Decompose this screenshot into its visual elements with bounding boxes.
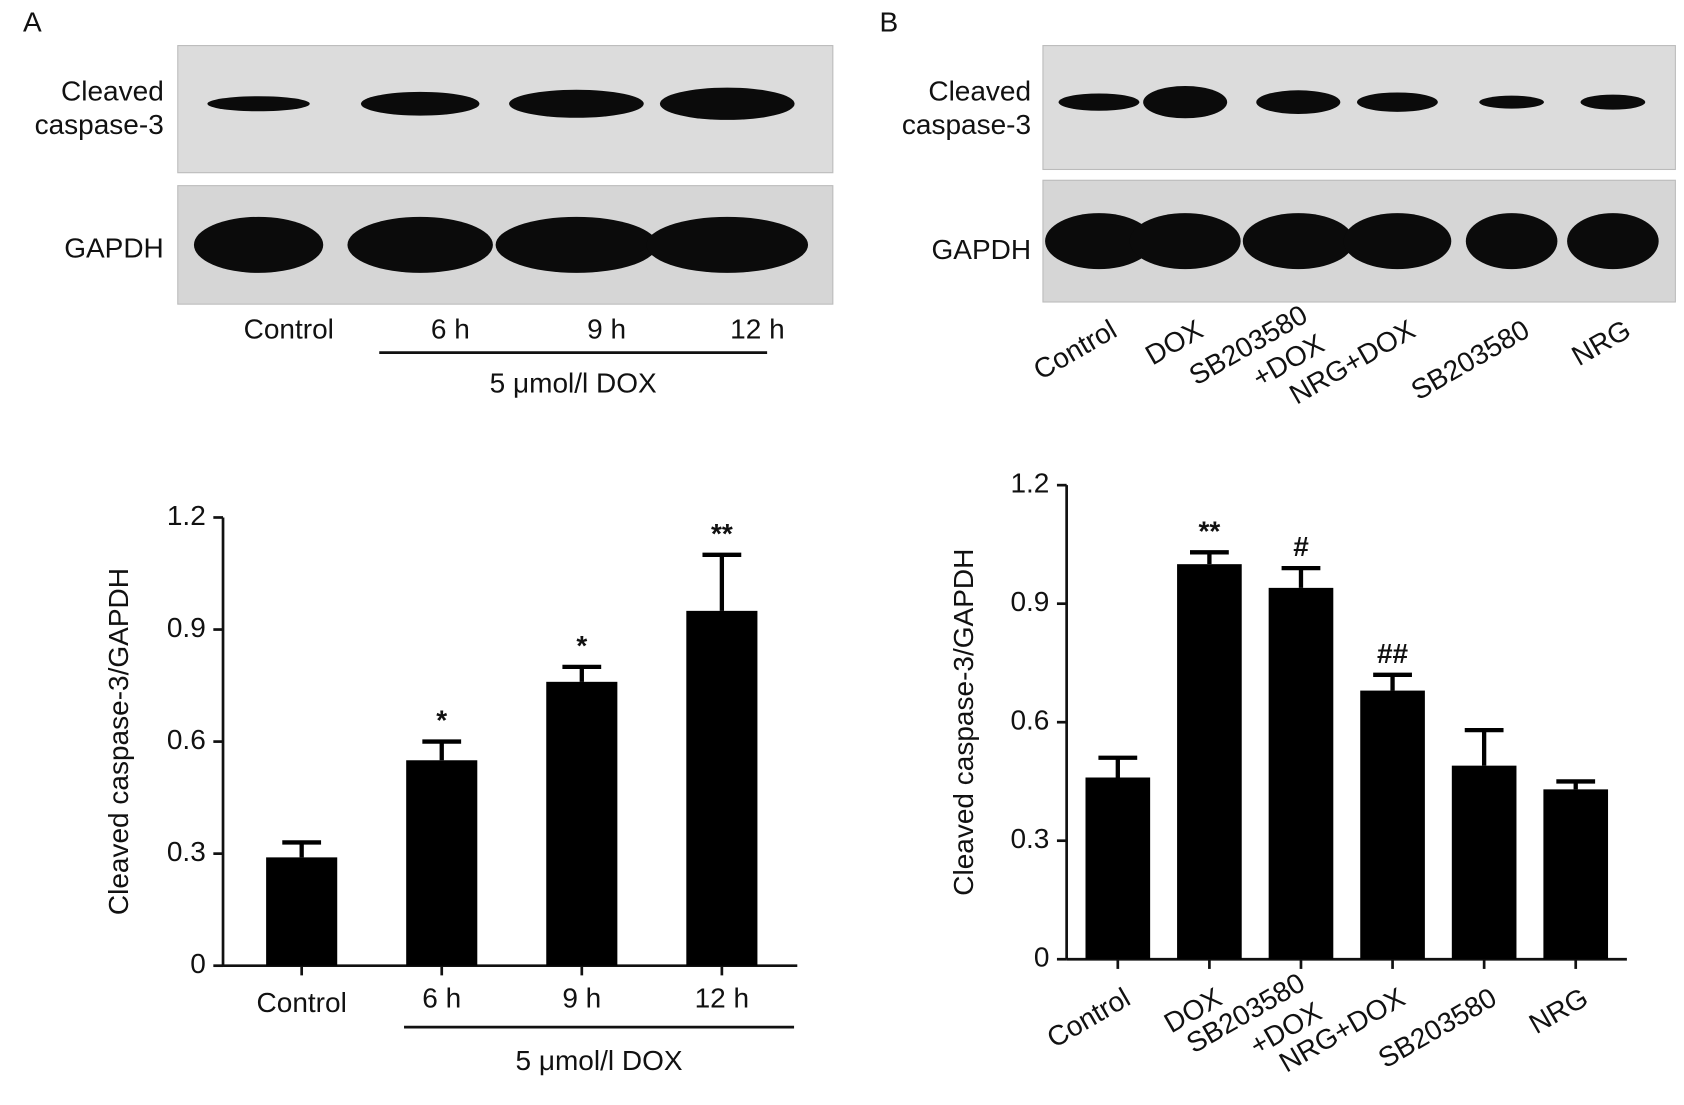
y-tick-label: 0.3 [1010, 823, 1049, 854]
lane-label: 12 h [730, 313, 785, 344]
bar [1177, 564, 1242, 960]
significance-label: ## [1377, 638, 1409, 669]
bar [266, 857, 338, 966]
blot-row-label: Cleaved caspase-3 [35, 76, 164, 141]
blot-row-label: Cleaved caspase-3 [902, 76, 1031, 141]
x-tick-label: Control [1042, 982, 1136, 1054]
blot-band [1479, 95, 1544, 109]
bar [686, 610, 758, 966]
blot-band [509, 89, 644, 118]
blot-band [347, 216, 493, 273]
group-label: 5 μmol/l DOX [490, 367, 657, 398]
error-bar [1556, 779, 1596, 790]
blot-band [1242, 213, 1354, 270]
y-tick-label: 0 [190, 948, 206, 979]
blot-band [1129, 213, 1241, 270]
bar [1268, 587, 1334, 960]
blot-band [1357, 92, 1438, 112]
blot-band [659, 87, 795, 120]
y-axis-label: Cleaved caspase-3/GAPDH [103, 568, 134, 915]
significance-label: # [1293, 531, 1309, 562]
blot-band [1045, 213, 1153, 270]
significance-label: ** [711, 518, 733, 549]
error-bar [1190, 550, 1229, 565]
y-tick-label: 1.2 [167, 500, 206, 531]
blot-band [646, 216, 809, 273]
x-tick-label: 6 h [422, 983, 461, 1014]
y-tick-label: 0.6 [167, 724, 206, 755]
lane-label: 9 h [587, 313, 626, 344]
blot-band [1143, 85, 1228, 119]
blot-band [207, 96, 310, 112]
bar [546, 681, 618, 966]
bar [1543, 789, 1609, 960]
error-bar [1098, 755, 1138, 778]
bar [1451, 765, 1517, 960]
blot-band [193, 216, 324, 273]
blot-membrane [1042, 45, 1676, 171]
blot-band [1256, 90, 1341, 114]
x-tick-label: NRG [1524, 982, 1593, 1040]
significance-label: ** [1199, 515, 1221, 546]
bar [1360, 690, 1425, 960]
y-tick-label: 0.9 [1010, 586, 1049, 617]
panel-letter: B [880, 6, 899, 37]
error-bar [282, 840, 322, 858]
y-tick-label: 0 [1034, 942, 1050, 973]
blot-row-label: GAPDH [64, 233, 164, 264]
error-bar [422, 739, 462, 761]
y-tick-label: 0.6 [1010, 705, 1049, 736]
panel-letter: A [23, 6, 42, 37]
blot-band [1058, 93, 1140, 111]
blot-band [1580, 94, 1646, 110]
significance-label: * [436, 705, 447, 736]
significance-label: * [576, 630, 587, 661]
error-bar [1373, 672, 1412, 691]
lane-label: NRG [1566, 314, 1635, 372]
bar [1085, 777, 1151, 960]
x-tick-label: 12 h [695, 983, 750, 1014]
y-tick-label: 0.3 [167, 836, 206, 867]
error-bar [562, 664, 602, 682]
blot-band [495, 216, 658, 273]
error-bar [1464, 727, 1504, 766]
bar [406, 760, 478, 966]
error-bar [702, 552, 742, 611]
blot-band [360, 91, 480, 116]
x-tick-label: 9 h [562, 983, 601, 1014]
x-tick-label: Control [257, 987, 347, 1018]
blot-band [1567, 213, 1659, 270]
y-tick-label: 1.2 [1010, 468, 1049, 499]
y-axis-label: Cleaved caspase-3/GAPDH [948, 549, 979, 896]
lane-label: 6 h [431, 313, 470, 344]
group-label: 5 μmol/l DOX [516, 1045, 683, 1076]
lane-label: Control [1028, 314, 1122, 386]
blot-row-label: GAPDH [932, 234, 1032, 265]
lane-label: SB203580 [1406, 314, 1535, 406]
blot-band [1343, 213, 1452, 270]
error-bar [1281, 565, 1321, 588]
y-tick-label: 0.9 [167, 612, 206, 643]
lane-label: Control [244, 313, 334, 344]
blot-band [1465, 213, 1558, 270]
